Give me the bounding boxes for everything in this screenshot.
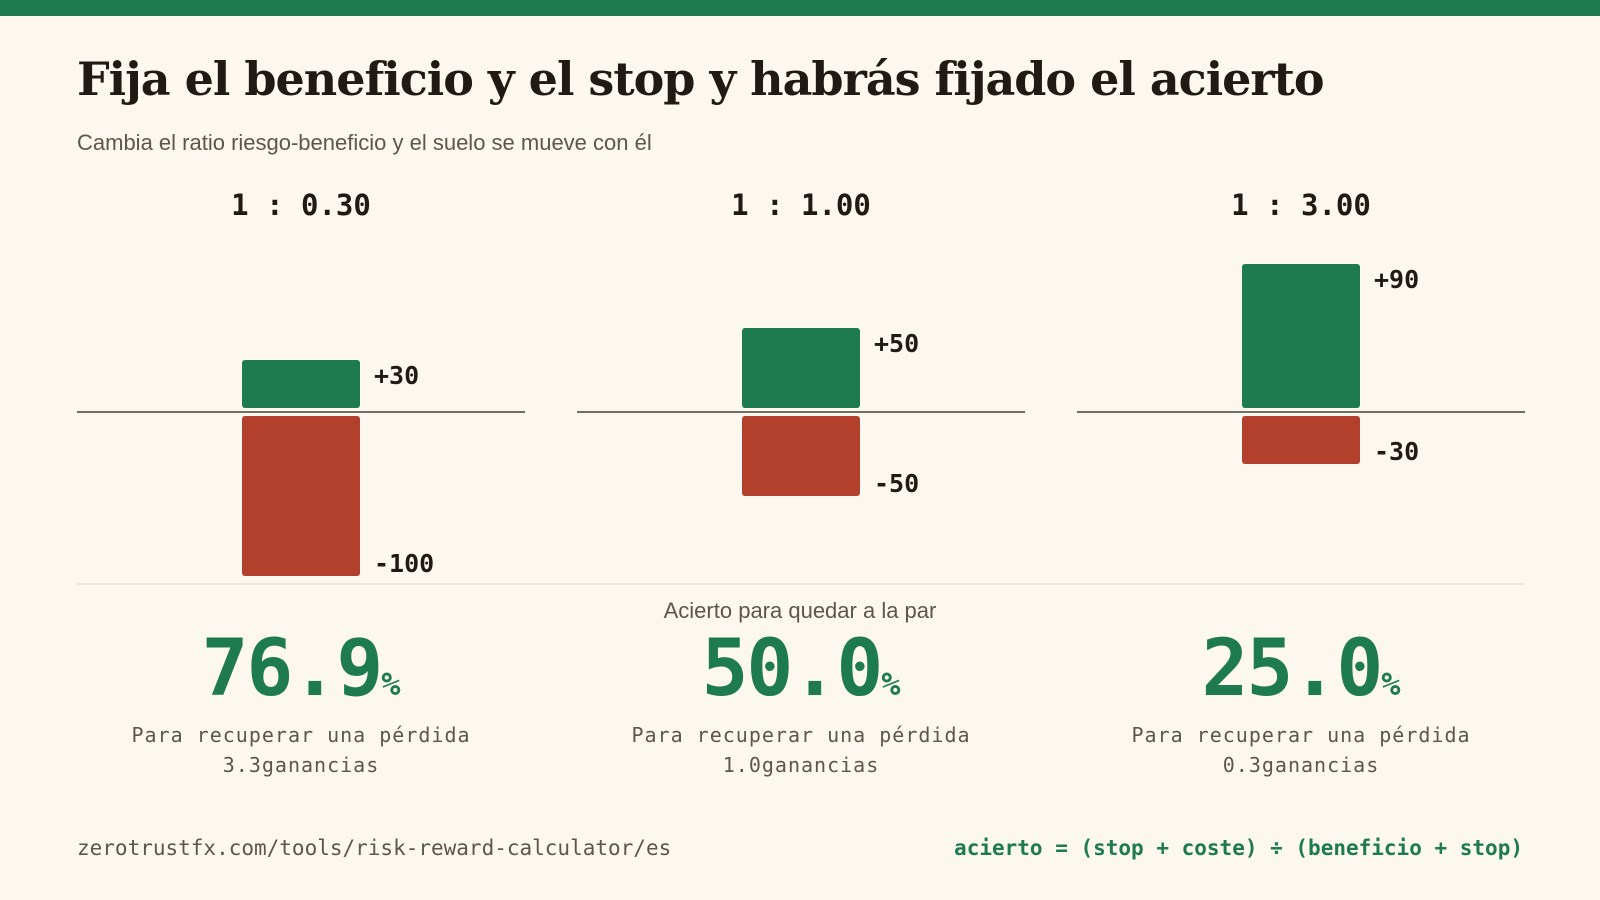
page-subtitle: Cambia el ratio riesgo-beneficio y el su… <box>77 130 652 155</box>
breakeven-note-line1: Para recuperar una pérdida <box>131 723 471 747</box>
profit-bar <box>242 360 360 408</box>
footer-formula: acierto = (stop + coste) ÷ (beneficio + … <box>954 836 1523 860</box>
loss-bar <box>242 416 360 576</box>
breakeven-note-3: Para recuperar una pérdida 0.3ganancias <box>1077 720 1525 780</box>
breakeven-number-1: 76.9 <box>201 624 383 714</box>
breakeven-stat-3: 25.0% Para recuperar una pérdida 0.3gana… <box>1077 630 1525 780</box>
breakeven-note-line2: 0.3ganancias <box>1222 753 1380 777</box>
breakeven-note-line1: Para recuperar una pérdida <box>1131 723 1471 747</box>
ratio-label: 1 : 1.00 <box>731 188 871 222</box>
breakeven-value-1: 76.9% <box>77 630 525 708</box>
profit-bar <box>1242 264 1360 408</box>
profit-value-label: +30 <box>374 361 419 390</box>
loss-value-label: -50 <box>874 469 919 498</box>
breakeven-note-line2: 1.0ganancias <box>722 753 880 777</box>
loss-value-label: -100 <box>374 549 434 578</box>
footer-url[interactable]: zerotrustfx.com/tools/risk-reward-calcul… <box>77 836 672 860</box>
breakeven-note-line2: 3.3ganancias <box>222 753 380 777</box>
breakeven-note-2: Para recuperar una pérdida 1.0ganancias <box>577 720 1025 780</box>
percent-sign: % <box>381 665 401 703</box>
loss-value-label: -30 <box>1374 437 1419 466</box>
breakeven-stat-2: 50.0% Para recuperar una pérdida 1.0gana… <box>577 630 1025 780</box>
page-title: Fija el beneficio y el stop y habrás fij… <box>77 52 1325 106</box>
top-accent-bar <box>0 0 1600 16</box>
loss-bar <box>1242 416 1360 464</box>
profit-value-label: +50 <box>874 329 919 358</box>
profit-value-label: +90 <box>1374 265 1419 294</box>
percent-sign: % <box>881 665 901 703</box>
breakeven-note-1: Para recuperar una pérdida 3.3ganancias <box>77 720 525 780</box>
breakeven-value-3: 25.0% <box>1077 630 1525 708</box>
breakeven-label: Acierto para quedar a la par <box>663 598 937 623</box>
ratio-label: 1 : 0.30 <box>231 188 371 222</box>
ratio-label: 1 : 3.00 <box>1231 188 1371 222</box>
ratio-bar-charts: 1 : 0.30 +30 -100 1 : 1.00 +50 -50 1 : 3.00 +90… <box>77 188 1525 585</box>
breakeven-stat-1: 76.9% Para recuperar una pérdida 3.3gana… <box>77 630 525 780</box>
breakeven-note-line1: Para recuperar una pérdida <box>631 723 971 747</box>
breakeven-number-2: 50.0 <box>701 624 883 714</box>
percent-sign: % <box>1381 665 1401 703</box>
loss-bar <box>742 416 860 496</box>
breakeven-number-3: 25.0 <box>1201 624 1383 714</box>
breakeven-value-2: 50.0% <box>577 630 1025 708</box>
profit-bar <box>742 328 860 408</box>
